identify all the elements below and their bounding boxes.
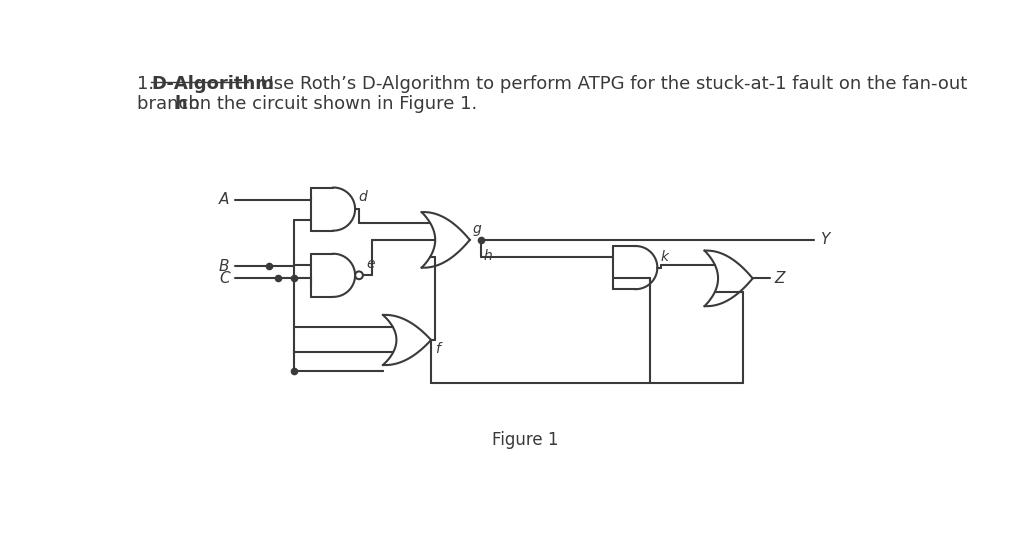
Text: D-Algorithm: D-Algorithm <box>152 75 274 93</box>
Text: . Use Roth’s D-Algorithm to perform ATPG for the stuck-at-1 fault on the fan-out: . Use Roth’s D-Algorithm to perform ATPG… <box>249 75 967 93</box>
Text: on the circuit shown in Figure 1.: on the circuit shown in Figure 1. <box>183 95 477 113</box>
Text: 1.: 1. <box>137 75 160 93</box>
Text: h: h <box>483 249 493 263</box>
Text: k: k <box>660 250 669 264</box>
Text: branch: branch <box>137 95 206 113</box>
Text: d: d <box>358 190 367 204</box>
Text: B: B <box>219 258 229 273</box>
Text: f: f <box>435 343 439 356</box>
Text: A: A <box>219 192 229 207</box>
Text: g: g <box>472 222 481 236</box>
Text: Z: Z <box>774 271 784 286</box>
Text: e: e <box>366 257 375 271</box>
Text: h: h <box>174 95 187 113</box>
Text: Figure 1: Figure 1 <box>492 431 558 449</box>
Text: Y: Y <box>820 233 829 248</box>
Text: C: C <box>219 271 229 286</box>
